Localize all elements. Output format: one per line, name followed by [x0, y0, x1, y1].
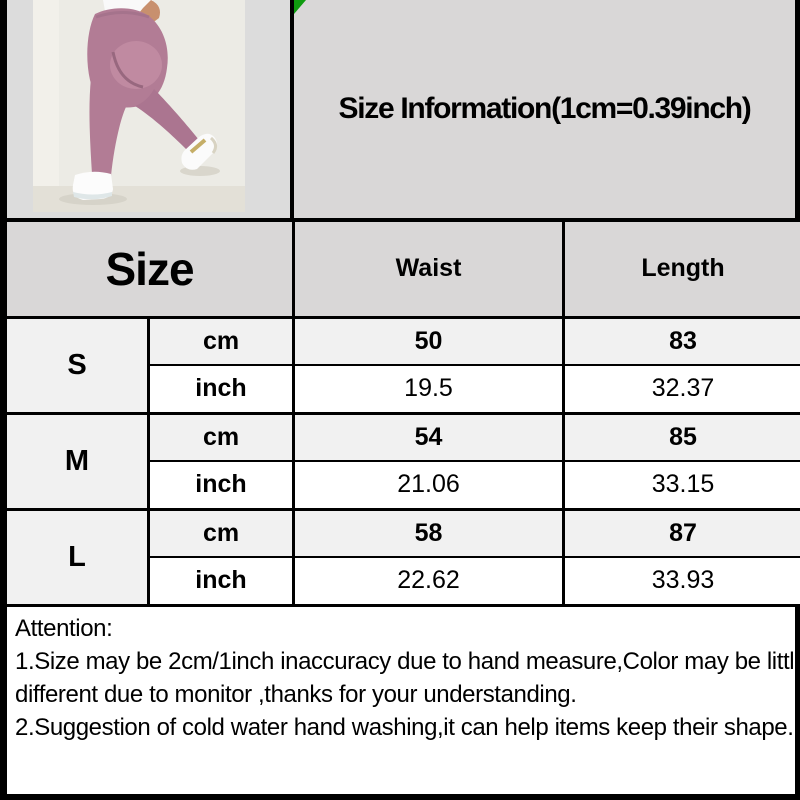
table-row: inch 19.5 32.37 [4, 364, 800, 415]
length-value: 87 [562, 507, 800, 558]
table-header-row: Size Waist Length [1, 218, 800, 319]
size-label-m: M [2, 411, 150, 511]
size-column-header: Size [1, 218, 296, 319]
table-row: inch 22.62 33.93 [4, 556, 800, 607]
length-value: 32.37 [562, 364, 800, 415]
attention-notes: Attention: 1.Size may be 2cm/1inch inacc… [0, 606, 800, 800]
waist-value: 54 [292, 411, 566, 462]
size-info-banner: Size Information(1cm=0.39inch) [290, 0, 795, 218]
waist-column-header: Waist [292, 218, 566, 319]
unit-label: inch [146, 556, 296, 607]
table-row: M cm 54 85 [2, 411, 800, 511]
attention-heading: Attention: [15, 614, 113, 642]
waist-value: 19.5 [292, 364, 566, 415]
table-row: L cm 58 87 [2, 507, 800, 607]
unit-label: cm [146, 507, 296, 558]
table-row: inch 21.06 33.15 [4, 460, 800, 511]
attention-line: different due to monitor ,thanks for you… [15, 680, 577, 708]
length-value: 33.15 [562, 460, 800, 511]
unit-label: inch [146, 364, 296, 415]
table-row: S cm 50 83 [2, 315, 800, 415]
length-value: 85 [562, 411, 800, 462]
waist-value: 22.62 [292, 556, 566, 607]
product-photo-cell [7, 0, 290, 218]
product-photo [33, 0, 245, 212]
green-corner-marker-icon [294, 0, 306, 14]
waist-value: 58 [292, 507, 566, 558]
banner-title: Size Information(1cm=0.39inch) [338, 92, 752, 125]
waist-value: 21.06 [292, 460, 566, 511]
size-label-s: S [2, 315, 150, 415]
waist-value: 50 [292, 315, 566, 366]
size-label-l: L [2, 507, 150, 607]
unit-label: cm [146, 411, 296, 462]
unit-label: cm [146, 315, 296, 366]
size-table: Size Waist Length S cm 50 83 inch 19.5 3… [0, 218, 800, 607]
top-section: Size Information(1cm=0.39inch) [0, 0, 800, 218]
attention-line: 2.Suggestion of cold water hand washing,… [15, 713, 794, 741]
unit-label: inch [146, 460, 296, 511]
length-column-header: Length [562, 218, 800, 319]
attention-line: 1.Size may be 2cm/1inch inaccuracy due t… [15, 647, 800, 675]
length-value: 33.93 [562, 556, 800, 607]
length-value: 83 [562, 315, 800, 366]
